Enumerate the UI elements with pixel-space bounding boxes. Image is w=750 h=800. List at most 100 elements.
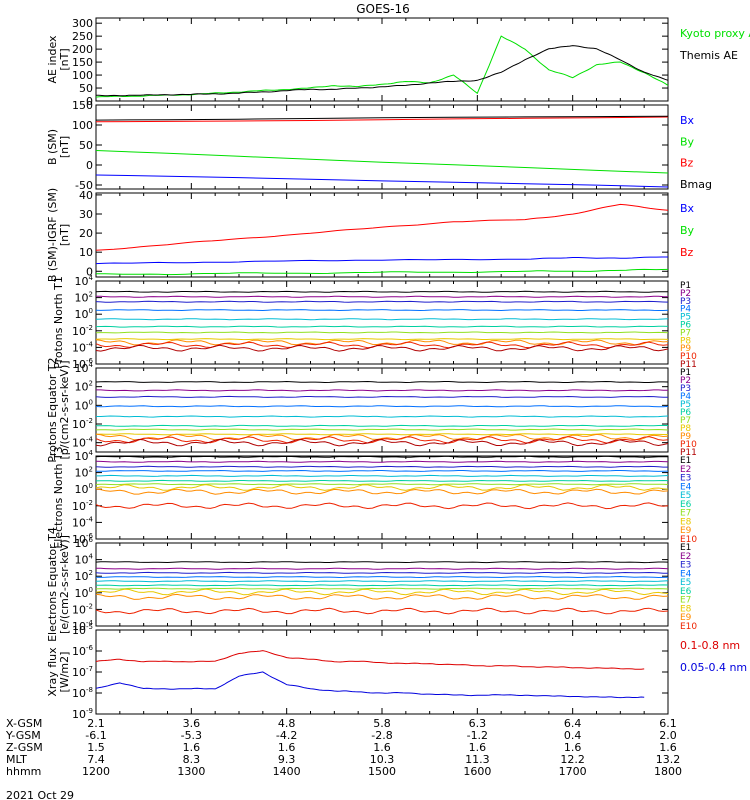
y-tick-exponent: -4 xyxy=(86,340,94,348)
series-line-p2 xyxy=(96,389,669,392)
legend-entry: P8 xyxy=(680,336,691,346)
y-tick-exponent: -2 xyxy=(86,417,93,425)
series-line-p11 xyxy=(95,438,669,447)
panel-frame xyxy=(95,455,669,540)
series-line-e10 xyxy=(95,502,669,510)
y-axis-label-line: [nT] xyxy=(58,48,71,70)
y-tick-label: 100 xyxy=(72,69,93,82)
series-line-e4 xyxy=(95,575,669,579)
y-tick-exponent: -6 xyxy=(86,357,94,365)
date-label: 2021 Oct 29 xyxy=(6,789,74,800)
y-tick-exponent: -2 xyxy=(86,602,93,610)
series-line-e8 xyxy=(95,588,669,596)
legend-entry: E3 xyxy=(680,561,691,571)
legend-entry: Bx xyxy=(680,114,695,127)
panel-frame xyxy=(95,17,669,102)
y-axis-label-line: [W/m2] xyxy=(58,652,71,693)
table-row-label: hhmm xyxy=(6,765,41,778)
series-line-by xyxy=(96,268,669,276)
legend-entry: P1 xyxy=(680,281,691,291)
table-cell: 6.3 xyxy=(469,717,487,730)
table-cell: 13.2 xyxy=(656,753,681,766)
table-cell: 1400 xyxy=(273,765,301,778)
y-tick-label: 106 xyxy=(75,536,94,550)
y-axis-label-line: [nT] xyxy=(58,136,71,158)
series-line-e9 xyxy=(95,593,669,600)
series-line-0-1-0-8-nm xyxy=(95,650,645,670)
y-axis-label: Protons Equator T2[p/(cm2-s-sr-keV)] xyxy=(46,357,71,462)
y-tick-label: 104 xyxy=(75,449,94,463)
legend-entry: P2 xyxy=(680,376,691,386)
y-tick-label: 0 xyxy=(86,265,93,278)
y-tick-exponent: 0 xyxy=(89,398,93,406)
y-tick-exponent: -8 xyxy=(86,686,93,694)
y-tick-label: 20 xyxy=(79,227,93,240)
series-line-kyoto-proxy-ae xyxy=(95,35,669,98)
series-line-p6 xyxy=(95,424,669,427)
table-cell: 1.6 xyxy=(469,741,487,754)
y-tick-exponent: -4 xyxy=(86,619,94,627)
y-tick-exponent: -4 xyxy=(86,515,94,523)
table-cell: 1800 xyxy=(654,765,682,778)
legend-entry: P5 xyxy=(680,400,691,410)
legend-entry: E9 xyxy=(680,526,692,536)
legend-entry: E1 xyxy=(680,543,691,553)
y-axis-label: B (SM)-IGRF (SM)[nT] xyxy=(46,188,71,282)
panel-3: 0 10 20 30 40 B (SM)-IGRF (SM)[nT] Bx By Bz xyxy=(46,188,695,282)
panel-frame xyxy=(95,629,669,715)
y-tick-label: 10-7 xyxy=(72,665,93,679)
y-tick-label: 102 xyxy=(75,380,93,394)
legend-entry: Bz xyxy=(680,246,694,259)
legend-entry: P7 xyxy=(680,416,691,426)
table-cell: 1300 xyxy=(177,765,205,778)
y-tick-exponent: -9 xyxy=(86,707,93,715)
y-tick-label: 10-2 xyxy=(72,499,93,513)
legend-entry: By xyxy=(680,135,695,148)
y-axis-label-line: Xray flux xyxy=(46,647,59,697)
series-line-e3 xyxy=(95,571,668,574)
legend-entry: E10 xyxy=(680,535,697,545)
y-tick-label: 300 xyxy=(72,17,93,30)
y-axis-label-line: [p/(cm2-s-sr-keV)] xyxy=(58,360,71,459)
y-tick-exponent: 0 xyxy=(89,307,93,315)
y-tick-label: 104 xyxy=(75,274,94,288)
series-line-bz xyxy=(95,116,669,123)
series-line-e4 xyxy=(95,469,669,472)
y-tick-exponent: -2 xyxy=(86,499,93,507)
legend-entry: P3 xyxy=(680,297,691,307)
legend-entry: Themis AE xyxy=(679,49,738,62)
y-tick-exponent: 6 xyxy=(89,536,94,544)
y-tick-exponent: -5 xyxy=(86,623,93,631)
y-axis-label-line: AE index xyxy=(46,35,59,84)
series-line-p9 xyxy=(95,433,669,441)
series-line-e1 xyxy=(95,455,669,458)
legend-entry: E6 xyxy=(680,587,692,597)
series-line-bz xyxy=(95,203,669,251)
series-line-e6 xyxy=(95,584,669,587)
table-cell: -6.1 xyxy=(85,729,106,742)
y-axis-label: Protons North T1 xyxy=(52,276,65,369)
legend-entry: E9 xyxy=(680,613,692,623)
table-cell: 1.5 xyxy=(87,741,105,754)
legend-entry: P2 xyxy=(680,289,691,299)
series-line-p7 xyxy=(95,331,669,334)
y-tick-exponent: 4 xyxy=(89,361,94,369)
y-tick-exponent: 2 xyxy=(89,466,93,474)
table-cell: 6.4 xyxy=(564,717,582,730)
y-tick-label: 102 xyxy=(75,291,93,305)
y-tick-exponent: -2 xyxy=(86,324,93,332)
legend-entry: E8 xyxy=(680,604,692,614)
y-tick-label: 10-4 xyxy=(72,515,94,529)
legend-entry: P4 xyxy=(680,305,691,315)
table-cell: 1.6 xyxy=(278,741,296,754)
y-tick-exponent: -4 xyxy=(86,436,94,444)
y-tick-label: 104 xyxy=(75,361,94,375)
panel-frame xyxy=(95,280,669,365)
series-line-p10 xyxy=(95,341,669,349)
y-tick-label: 102 xyxy=(75,569,93,583)
